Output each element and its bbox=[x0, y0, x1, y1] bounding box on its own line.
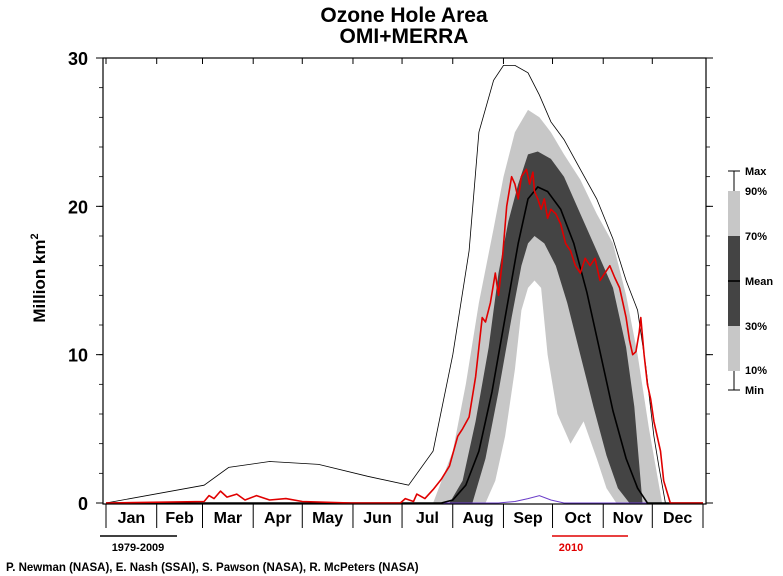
month-label: Mar bbox=[214, 510, 242, 527]
month-label: Oct bbox=[565, 510, 592, 527]
legend-label-max: Max bbox=[745, 166, 767, 178]
credits: P. Newman (NASA), E. Nash (SSAI), S. Paw… bbox=[6, 562, 419, 574]
percentile-bands bbox=[106, 109, 703, 504]
month-label: Jul bbox=[416, 510, 439, 527]
plot-frame bbox=[102, 57, 707, 505]
month-label: Dec bbox=[663, 510, 692, 527]
legend-label-70: 70% bbox=[745, 231, 767, 243]
legend-label-mean: Mean bbox=[745, 276, 773, 288]
legend-band-30-10 bbox=[728, 326, 740, 371]
chart-title: Ozone Hole Area bbox=[320, 4, 488, 27]
series-min-line bbox=[106, 495, 703, 504]
month-label: Jan bbox=[118, 510, 146, 527]
month-label: Sep bbox=[513, 510, 543, 527]
series-lines bbox=[105, 65, 703, 504]
month-label: Aug bbox=[463, 510, 494, 527]
band-70-30 bbox=[106, 151, 703, 503]
month-label: Jun bbox=[363, 510, 391, 527]
plot-area: 0 10 20 30 Jan Feb Mar Apr May Jun Jul Aug Sep Oct No… bbox=[68, 49, 713, 528]
legend-label-30: 30% bbox=[745, 321, 767, 333]
month-label: Apr bbox=[264, 510, 292, 527]
y-axis-label: Million km2 bbox=[29, 233, 49, 322]
y-axis-ticks: 0 10 20 30 bbox=[68, 49, 713, 514]
legend-label-90: 90% bbox=[745, 186, 767, 198]
series-mean-line bbox=[106, 186, 703, 504]
year-label: 2010 bbox=[559, 542, 583, 554]
legend-label-min: Min bbox=[745, 385, 764, 397]
legend-band-90-70 bbox=[728, 191, 740, 236]
month-label: Feb bbox=[165, 510, 194, 527]
month-label: Nov bbox=[613, 510, 643, 527]
climatology-label: 1979-2009 bbox=[112, 542, 165, 554]
y-tick-label: 30 bbox=[68, 49, 88, 69]
y-tick-label: 0 bbox=[78, 494, 88, 514]
x-axis-ticks: Jan Feb Mar Apr May Jun Jul Aug Sep Oct Nov Dec bbox=[105, 58, 704, 528]
y-tick-label: 20 bbox=[68, 197, 88, 217]
series-max-line bbox=[105, 65, 703, 504]
series-2010-line bbox=[105, 168, 703, 504]
legend-label-10: 10% bbox=[745, 365, 767, 377]
month-label: May bbox=[312, 510, 343, 527]
chart-subtitle: OMI+MERRA bbox=[340, 25, 469, 48]
legend: Max 90% 70% Mean 30% 10% Min bbox=[728, 166, 773, 397]
y-tick-label: 10 bbox=[68, 346, 88, 366]
